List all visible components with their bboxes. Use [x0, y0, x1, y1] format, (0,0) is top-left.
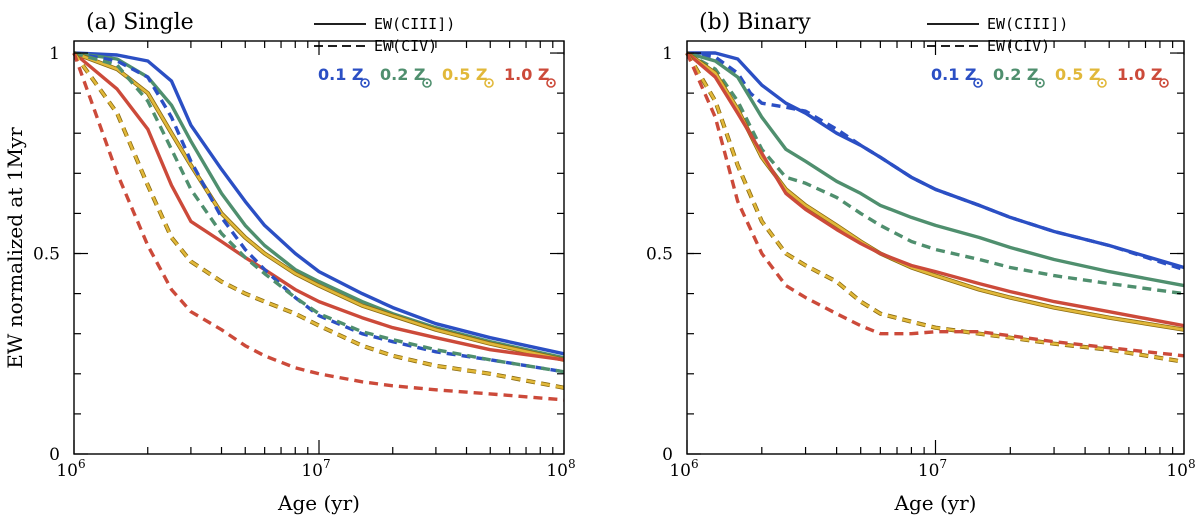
solar-symbol-icon	[360, 78, 370, 88]
x-tick-label: 107	[301, 457, 330, 481]
x-tick-label: 106	[669, 457, 698, 481]
legend-label: EW(CIV)	[987, 37, 1050, 55]
x-tick-base: 10	[1166, 461, 1188, 481]
solar-symbol-icon	[484, 78, 494, 88]
y-tick-label: 1	[49, 44, 60, 64]
x-tick-label: 106	[56, 457, 85, 481]
legend-label: EW(CIII])	[987, 15, 1068, 33]
x-tick-label: 107	[918, 457, 947, 481]
solar-symbol-dot	[549, 81, 553, 85]
series-line	[73, 51, 565, 362]
solar-symbol-icon	[422, 78, 432, 88]
legend-label: EW(CIII])	[374, 15, 455, 33]
series-line	[685, 51, 1185, 328]
solar-symbol-dot	[1100, 81, 1104, 85]
x-tick-exponent: 6	[691, 457, 699, 471]
series-line	[686, 51, 1185, 331]
metallicity-label: 0.5 Z	[1055, 65, 1101, 84]
y-tick-label: 0	[49, 445, 60, 465]
solar-symbol-dot	[425, 81, 429, 85]
x-tick-exponent: 8	[1188, 457, 1196, 471]
series-line	[686, 51, 1185, 288]
solar-symbol-dot	[976, 81, 980, 85]
series-line	[72, 52, 565, 402]
x-tick-label: 108	[546, 457, 575, 481]
solar-symbol-icon	[1097, 78, 1107, 88]
series-line-outline	[685, 51, 1185, 364]
metallicity-label: 1.0 Z	[504, 65, 550, 84]
y-tick-label: 1	[662, 44, 673, 64]
series-line	[685, 52, 1185, 364]
x-tick-exponent: 8	[568, 457, 576, 471]
solar-symbol-icon	[1035, 78, 1045, 88]
x-tick-base: 10	[56, 461, 78, 481]
solar-symbol-dot	[487, 81, 491, 85]
y-axis-label: EW normalized at 1Myr	[3, 127, 27, 369]
series-line	[685, 52, 1185, 358]
y-tick-label: 0	[662, 445, 673, 465]
solar-symbol-icon	[1159, 78, 1169, 88]
metallicity-label: 0.1 Z	[318, 65, 364, 84]
x-axis-label: Age (yr)	[894, 491, 977, 515]
series-line	[73, 51, 565, 356]
solar-symbol-icon	[973, 78, 983, 88]
x-tick-label: 108	[1166, 457, 1195, 481]
x-tick-exponent: 7	[323, 457, 331, 471]
x-tick-base: 10	[918, 461, 940, 481]
series-line	[72, 52, 565, 390]
x-tick-exponent: 6	[78, 457, 86, 471]
solar-symbol-dot	[1162, 81, 1166, 85]
x-tick-exponent: 7	[940, 457, 948, 471]
panel-title: (b) Binary	[699, 10, 811, 35]
series-line-outline	[685, 51, 1185, 332]
series-line	[73, 51, 565, 374]
metallicity-label: 0.5 Z	[442, 65, 488, 84]
x-tick-base: 10	[546, 461, 568, 481]
series-line	[686, 51, 1185, 296]
metallicity-label: 1.0 Z	[1117, 65, 1163, 84]
panel-title: (a) Single	[86, 10, 194, 35]
metallicity-label: 0.1 Z	[931, 65, 977, 84]
x-tick-base: 10	[301, 461, 323, 481]
metallicity-label: 0.2 Z	[993, 65, 1039, 84]
legend-label: EW(CIV)	[374, 37, 437, 55]
series-line	[73, 51, 565, 374]
solar-symbol-icon	[546, 78, 556, 88]
y-tick-label: 0.5	[646, 245, 673, 265]
x-axis-label: Age (yr)	[277, 491, 360, 515]
x-tick-base: 10	[669, 461, 691, 481]
metallicity-label: 0.2 Z	[380, 65, 426, 84]
solar-symbol-dot	[1038, 81, 1042, 85]
solar-symbol-dot	[363, 81, 367, 85]
y-tick-label: 0.5	[33, 245, 60, 265]
